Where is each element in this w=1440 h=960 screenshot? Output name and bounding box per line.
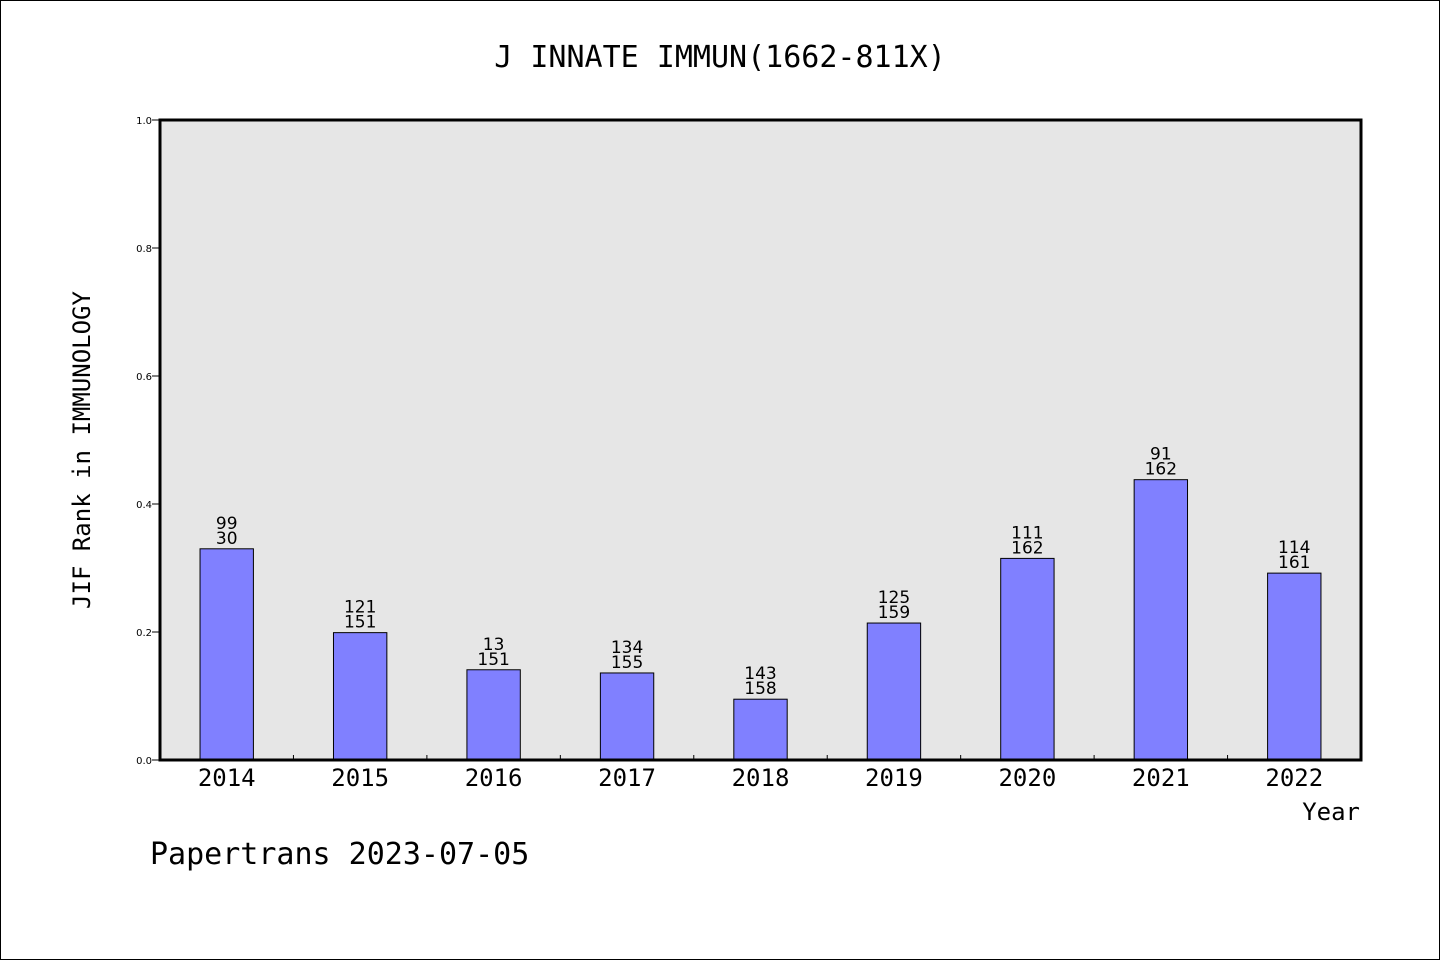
bar-label-rank: 134 — [611, 638, 643, 658]
chart-title: J INNATE IMMUN(1662-811X) — [494, 40, 946, 75]
x-tick-label: 2014 — [198, 764, 256, 792]
bar-2020 — [1000, 557, 1055, 761]
x-tick-label: 2021 — [1132, 764, 1190, 792]
x-tick-label: 2015 — [331, 764, 389, 792]
x-tick-label: 2022 — [1265, 764, 1323, 792]
x-axis-label: Year — [1302, 798, 1360, 826]
x-tick-label: 2017 — [598, 764, 656, 792]
bar-label-rank: 114 — [1278, 538, 1310, 558]
y-tick-label: 0.4 — [136, 500, 152, 511]
x-tick-label: 2016 — [465, 764, 523, 792]
bar-2019 — [866, 622, 922, 761]
y-tick-label: 0.6 — [136, 372, 152, 383]
bar-label-total: 30 — [216, 529, 238, 549]
x-tick-labels: 2014 2015 2016 2017 2018 2019 2020 2021 2022 — [198, 764, 1323, 792]
y-tick-label: 1.0 — [136, 116, 152, 127]
bar-label-rank: 13 — [483, 635, 505, 655]
y-axis-ticks: 0.0 0.2 0.4 0.6 0.8 1.0 — [136, 116, 160, 767]
bar-2021 — [1133, 479, 1189, 761]
bars — [199, 479, 1322, 761]
x-tick-label: 2019 — [865, 764, 923, 792]
plot-border — [158, 118, 1363, 762]
y-axis-label: JIF Rank in IMMUNOLOGY — [68, 291, 96, 609]
footer-text: Papertrans 2023-07-05 — [150, 837, 529, 872]
bar-label-rank: 111 — [1011, 523, 1043, 543]
bar-2022 — [1267, 572, 1322, 761]
bar-labels: 9930121151131511341551431581251591111629… — [216, 445, 1311, 700]
bar-label-total: 151 — [344, 613, 376, 633]
x-tick-label: 2020 — [998, 764, 1056, 792]
bar-label-rank: 125 — [878, 588, 910, 608]
bar-label-total: 158 — [744, 679, 776, 699]
bar-label-total: 162 — [1145, 460, 1177, 480]
bar-label-rank: 99 — [216, 514, 238, 534]
bar-label-rank: 143 — [744, 664, 776, 684]
x-tick-label: 2018 — [732, 764, 790, 792]
bar-2014 — [199, 548, 254, 761]
y-tick-label: 0.0 — [136, 756, 152, 767]
bar-label-total: 161 — [1278, 553, 1310, 573]
bar-label-total: 159 — [878, 603, 910, 623]
bar-label-rank: 91 — [1150, 445, 1172, 465]
bar-2017 — [599, 672, 655, 761]
bar-label-rank: 121 — [344, 598, 376, 618]
bar-label-total: 151 — [477, 650, 509, 670]
bar-2016 — [466, 669, 521, 761]
y-tick-label: 0.2 — [136, 628, 152, 639]
y-tick-label: 0.8 — [136, 244, 152, 255]
bar-label-total: 162 — [1011, 538, 1043, 558]
bar-2018 — [733, 698, 788, 761]
bar-label-total: 155 — [611, 653, 643, 673]
bar-2015 — [332, 632, 388, 761]
